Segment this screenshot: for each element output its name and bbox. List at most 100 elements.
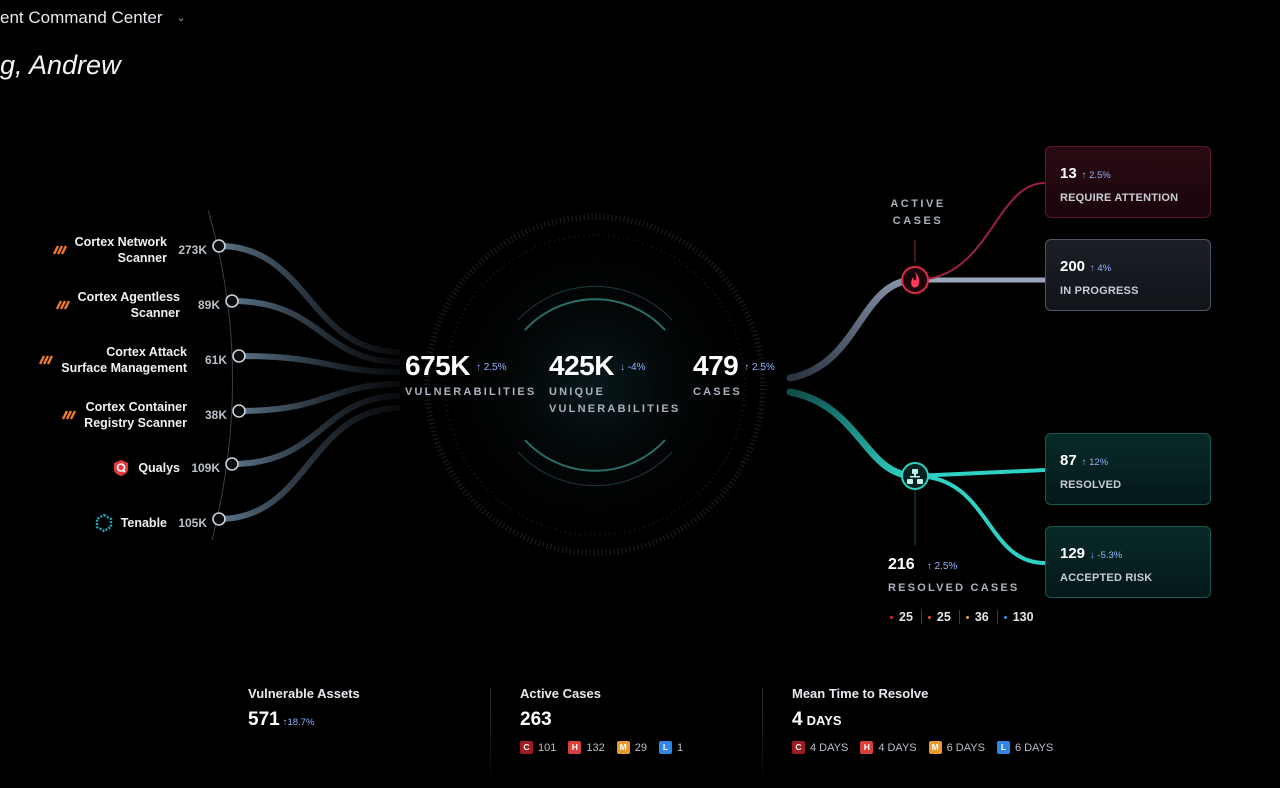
source-node [225,294,239,308]
source-node [225,457,239,471]
severity-count: 25 [936,610,951,624]
cases-delta: ↑ 2.5% [744,362,775,373]
severity-chip: L [658,741,672,754]
resolved-cases-label: RESOLVED CASES [888,582,1020,594]
kpi-divider [762,688,763,778]
attention-label: REQUIRE ATTENTION [1060,192,1179,204]
severity-separator [958,610,960,624]
app-title-text: ent Command Center [0,8,163,27]
severity-chip-value: 4 DAYS [878,741,917,754]
source-name-line: Cortex Attack [106,345,187,359]
cases-value: 479 [693,350,739,381]
source-name-line: Cortex Agentless [77,290,180,304]
unique-delta: ↓ -4% [619,362,646,373]
source-count: 89K [197,298,220,312]
attention-line [914,182,1046,281]
severity-chip-value: 101 [538,741,557,754]
severity-chip-value: 6 DAYS [1014,741,1054,754]
center-glow [425,215,765,555]
arc-bottom [524,439,666,472]
source-2[interactable]: Cortex Agentless Scanner 89K [30,287,220,323]
source-name-line: Qualys [138,461,180,475]
kpi-active-value: 263 [520,709,552,730]
source-5[interactable]: Qualys 109K [30,450,220,486]
severity-separator [920,610,922,624]
fire-icon-ring [901,266,929,294]
source-count: 105K [178,516,207,530]
arc-bottom-outer [517,451,673,487]
card-accepted-risk[interactable]: 129 ↓ -5.3% ACCEPTED RISK [1045,526,1211,598]
cortex-icon [55,300,70,310]
source-name: Cortex Network Scanner [75,234,167,266]
severity-count: 25 [899,610,913,624]
source-name-line: Cortex Container [85,400,187,414]
vulnerabilities-value: 675K [405,350,470,381]
kpi-active-cases[interactable]: Active Cases 263 C 101 H 132 M 29 L 1 [520,686,695,754]
cases-label: CASES [693,386,742,398]
kpi-assets-value-row: 571 ↑18.7% [248,709,360,731]
source-name-line: Scanner [130,306,180,320]
card-require-attention[interactable]: 13 ↑ 2.5% REQUIRE ATTENTION [1045,146,1211,218]
progress-value: 200 [1060,258,1086,275]
source-4[interactable]: Cortex Container Registry Scanner 38K [30,397,227,433]
accepted-label: ACCEPTED RISK [1060,572,1153,584]
source-count: 273K [178,243,207,257]
active-branch [786,276,919,382]
source-1[interactable]: Cortex Network Scanner 273K [30,232,207,268]
metric-unique-vulnerabilities[interactable]: 425K ↓ -4% UNIQUE VULNERABILITIES [549,350,680,418]
severity-dot [927,615,931,619]
active-cases-label: ACTIVE CASES [890,198,946,227]
accepted-line [914,474,1046,565]
source-connector [218,243,401,355]
resolved-value: 87 [1060,452,1077,469]
source-count: 61K [204,353,227,367]
hierarchy-icon [907,469,923,484]
progress-label: IN PROGRESS [1060,285,1139,297]
kpi-active-title: Active Cases [520,686,601,701]
attention-value: 13 [1060,165,1077,182]
severity-dot [1003,615,1007,619]
severity-chip: M [928,741,942,754]
kpi-mttr-value: 4 [792,709,803,730]
resolved-label: RESOLVED [1060,479,1122,491]
source-connector [231,393,401,467]
source-name-line: Scanner [117,251,167,265]
resolved-cases-summary[interactable]: 216 ↑ 2.5% RESOLVED CASES [888,556,1028,594]
kpi-active-chips: C 101 H 132 M 29 L 1 [520,741,695,754]
kpi-mean-time-to-resolve[interactable]: Mean Time to Resolve 4 DAYS C 4 DAYS H 4 DAY… [792,686,1065,754]
resolved-line [914,468,1046,478]
source-3[interactable]: Cortex Attack Surface Management 61K [30,342,227,378]
source-name: Cortex Attack Surface Management [61,344,187,376]
severity-chip: C [520,741,533,754]
metric-cases[interactable]: 479 ↑ 2.5% CASES [693,350,775,401]
qualys-icon [112,459,130,477]
unique-value: 425K [549,350,614,381]
kpi-mttr-unit: DAYS [806,713,842,728]
chevron-down-icon[interactable]: ⌄ [176,12,186,24]
severity-chip: C [792,741,805,754]
card-resolved[interactable]: 87 ↑ 12% RESOLVED [1045,433,1211,505]
severity-separator [996,610,998,624]
unique-label: UNIQUE VULNERABILITIES [549,386,681,415]
severity-chip: H [860,741,874,754]
card-in-progress[interactable]: 200 ↑ 4% IN PROGRESS [1045,239,1211,311]
kpi-divider [490,688,491,778]
outer-ring [424,214,766,556]
vulnerabilities-delta: ↑ 2.5% [475,362,507,373]
source-connector [238,353,401,375]
resolved-cases-value: 216 [888,556,915,573]
kpi-mttr-value-row: 4 DAYS [792,709,1065,731]
source-node [212,512,226,526]
kpi-vulnerable-assets[interactable]: Vulnerable Assets 571 ↑18.7% [248,686,360,731]
cortex-icon [62,410,77,420]
metric-vulnerabilities[interactable]: 675K ↑ 2.5% VULNERABILITIES [405,350,536,401]
source-6[interactable]: Tenable 105K [30,505,207,541]
vulnerabilities-label: VULNERABILITIES [405,386,537,398]
cortex-icon [52,245,67,255]
attention-delta: ↑ 2.5% [1081,170,1111,181]
arc-top-outer [517,285,673,321]
app-title[interactable]: ent Command Center ⌄ [0,8,186,28]
source-node [212,239,226,253]
source-name: Qualys [138,460,180,476]
